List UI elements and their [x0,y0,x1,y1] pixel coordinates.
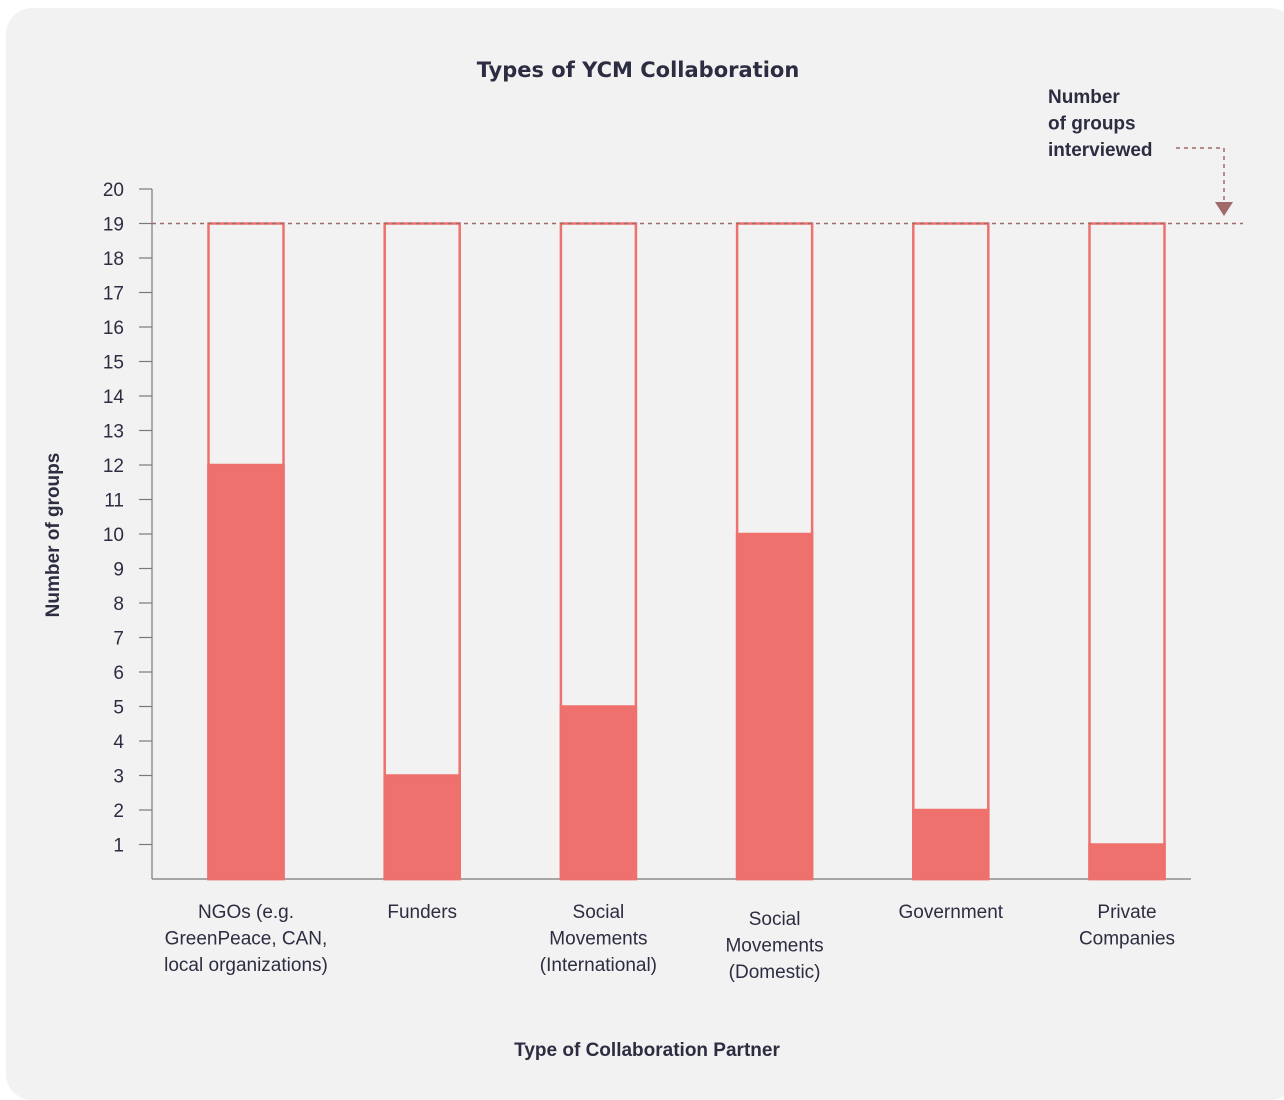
y-tick-label: 5 [113,698,124,719]
x-tick-label: Social Movements (International) [540,902,657,976]
y-tick-label: 19 [103,215,124,236]
y-tick-label: 7 [113,629,124,650]
annotation-leader [1176,147,1225,203]
y-tick-label: 2 [113,801,124,822]
y-tick-label: 6 [113,663,124,684]
bar [912,808,990,881]
y-tick-label: 16 [103,318,124,339]
y-tick-label: 18 [103,249,124,270]
bar-total-outline [1088,222,1166,881]
bar [559,705,638,881]
bar [207,463,285,881]
y-tick-label: 3 [113,767,124,788]
y-tick-label: 11 [104,491,124,512]
y-tick-label: 13 [103,422,124,443]
bar-total-outline [912,222,990,881]
y-tick-label: 12 [103,456,124,477]
y-tick-label: 10 [103,525,124,546]
x-tick-label: Private Companies [1079,902,1175,950]
x-axis-title: Type of Collaboration Partner [514,1040,780,1061]
chart-title: Types of YCM Collaboration [477,58,800,82]
y-tick-label: 8 [113,594,124,615]
reference-annotation: Number of groups interviewed [1048,87,1153,161]
bar [1088,843,1166,881]
x-tick-label: Funders [387,902,457,923]
bar [735,532,814,881]
y-tick-label: 14 [103,387,125,408]
y-tick-label: 15 [103,353,124,374]
x-tick-label: NGOs (e.g. GreenPeace, CAN, local organiza… [164,902,328,976]
x-tick-label: Social Movements (Domestic) [725,909,823,983]
y-axis-title: Number of groups [43,453,64,618]
y-tick-label: 1 [113,836,124,857]
bar [383,774,461,881]
y-tick-label: 4 [113,732,124,753]
y-tick-label: 9 [113,560,124,581]
x-tick-label: Government [899,902,1004,923]
y-tick-label: 17 [103,284,124,305]
y-tick-label: 20 [103,180,124,201]
annotation-arrowhead [1215,202,1233,216]
